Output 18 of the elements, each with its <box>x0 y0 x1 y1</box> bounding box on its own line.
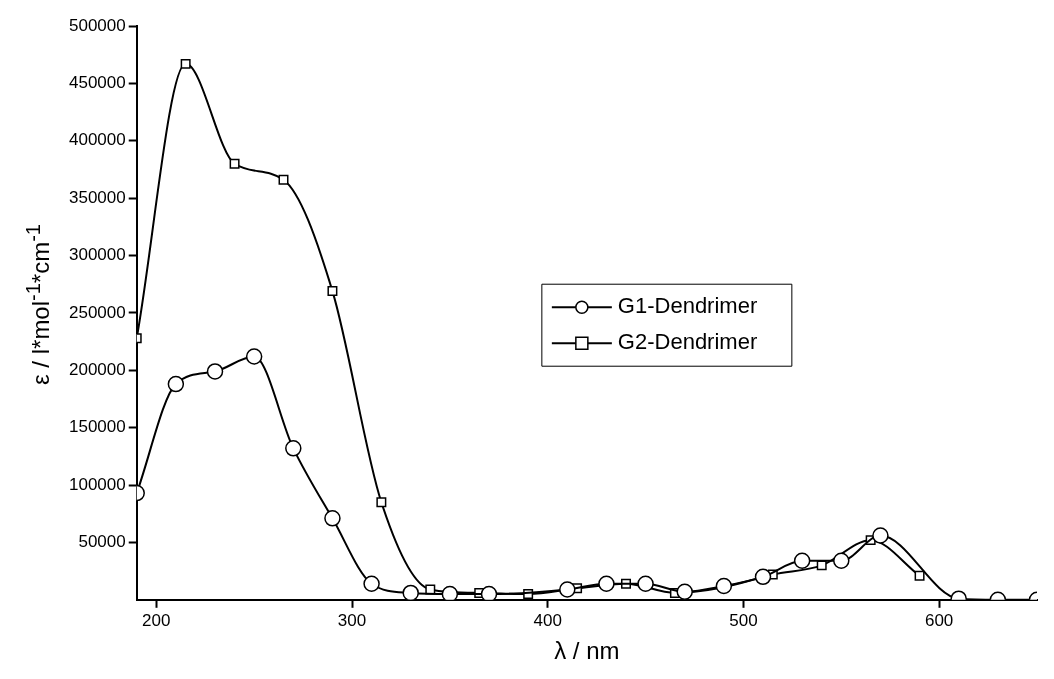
x-tick-label: 500 <box>729 610 758 630</box>
x-tick-label: 300 <box>337 610 367 630</box>
y-tick-label: 350000 <box>68 187 126 207</box>
x-tick-label: 600 <box>924 610 954 630</box>
y-tick-label: 300000 <box>68 245 126 265</box>
y-tick-label: 150000 <box>68 417 126 437</box>
x-tick-label: 400 <box>533 610 562 630</box>
y-tick-label: 400000 <box>68 130 126 150</box>
y-tick-label: 500000 <box>68 15 126 35</box>
x-axis-title: λ / nm <box>554 637 620 665</box>
legend-label: G1-Dendrimer <box>617 293 758 319</box>
y-tick-label: 250000 <box>68 302 126 322</box>
x-tick-label: 200 <box>142 610 171 630</box>
y-tick-label: 100000 <box>68 474 126 494</box>
y-tick-label: 200000 <box>68 359 126 379</box>
y-tick-label: 50000 <box>78 532 126 552</box>
y-tick-label: 450000 <box>68 73 126 93</box>
legend-label: G2-Dendrimer <box>617 329 758 355</box>
